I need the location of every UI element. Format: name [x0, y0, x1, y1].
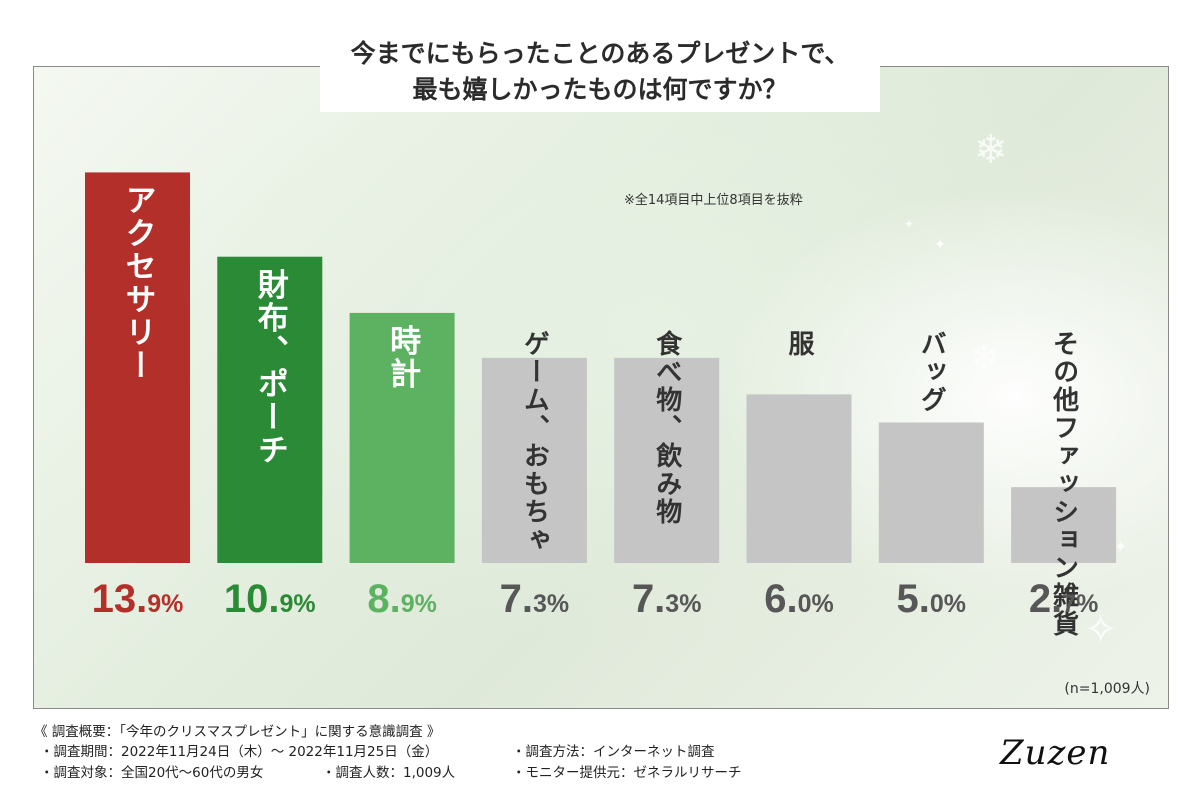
survey-target: ・調査対象：全国20代～60代の男女	[40, 765, 264, 781]
survey-heading: 《 調査概要：「今年のクリスマスプレゼント」に関する意識調査 》	[34, 724, 441, 740]
bar-4	[481, 357, 587, 563]
chart-title-box: 今までにもらったことのあるプレゼントで、 最も嬉しかったものは何ですか？	[320, 32, 880, 112]
category-label-4: ゲーム、おもちゃ	[519, 330, 549, 554]
bar-7	[878, 422, 984, 563]
value-label-6: 6.0%	[764, 577, 834, 621]
bar-3	[349, 312, 455, 563]
value-label-2: 10.9%	[224, 577, 316, 621]
bar-5	[614, 357, 720, 563]
survey-period: ・調査期間：2022年11月24日（木）～ 2022年11月25日（金）	[40, 744, 439, 760]
sample-size-note: (n=1,009人)	[1064, 681, 1150, 697]
bar-1	[85, 172, 190, 563]
category-label-5: 食べ物、飲み物	[652, 329, 683, 526]
brand-logo: Zuzen	[1000, 733, 1111, 773]
value-label-1: 13.9%	[92, 577, 184, 621]
sparkle-icon: ✦	[934, 237, 946, 253]
category-label-8: その他ファッション雑貨	[1049, 330, 1080, 638]
sparkle-icon: ✧	[1064, 367, 1083, 392]
category-label-1: アクセサリー	[120, 184, 156, 382]
survey-provider: ・モニター提供元：ゼネラルリサーチ	[512, 765, 742, 781]
sparkle-icon: ✧	[1084, 607, 1118, 653]
value-label-3: 8.9%	[367, 577, 437, 621]
category-label-6: 服	[784, 330, 814, 358]
sparkle-icon: ❄	[974, 127, 1008, 173]
sparkle-icon: ✦	[904, 217, 915, 231]
category-label-7: バッグ	[916, 330, 946, 414]
value-label-8: 2.7%	[1029, 577, 1099, 621]
sparkle-icon: ✦	[1114, 537, 1128, 556]
bar-6	[746, 394, 852, 563]
survey-method: ・調査方法：インターネット調査	[512, 744, 715, 760]
chart-title: 今までにもらったことのあるプレゼントで、 最も嬉しかったものは何ですか？	[350, 39, 850, 104]
note-text: ※全14項目中上位8項目を抜粋	[624, 193, 803, 208]
category-label-3: 時計	[384, 325, 420, 391]
value-label-4: 7.3%	[500, 577, 570, 621]
bar-2	[217, 256, 323, 563]
survey-count: ・調査人数：1,009人	[322, 765, 456, 781]
sparkle-icon: ❄	[969, 337, 1000, 378]
bar-8	[1011, 487, 1117, 563]
value-label-5: 7.3%	[632, 577, 702, 621]
category-label-2: 財布、ポーチ	[252, 269, 289, 467]
value-label-7: 5.0%	[897, 577, 967, 621]
